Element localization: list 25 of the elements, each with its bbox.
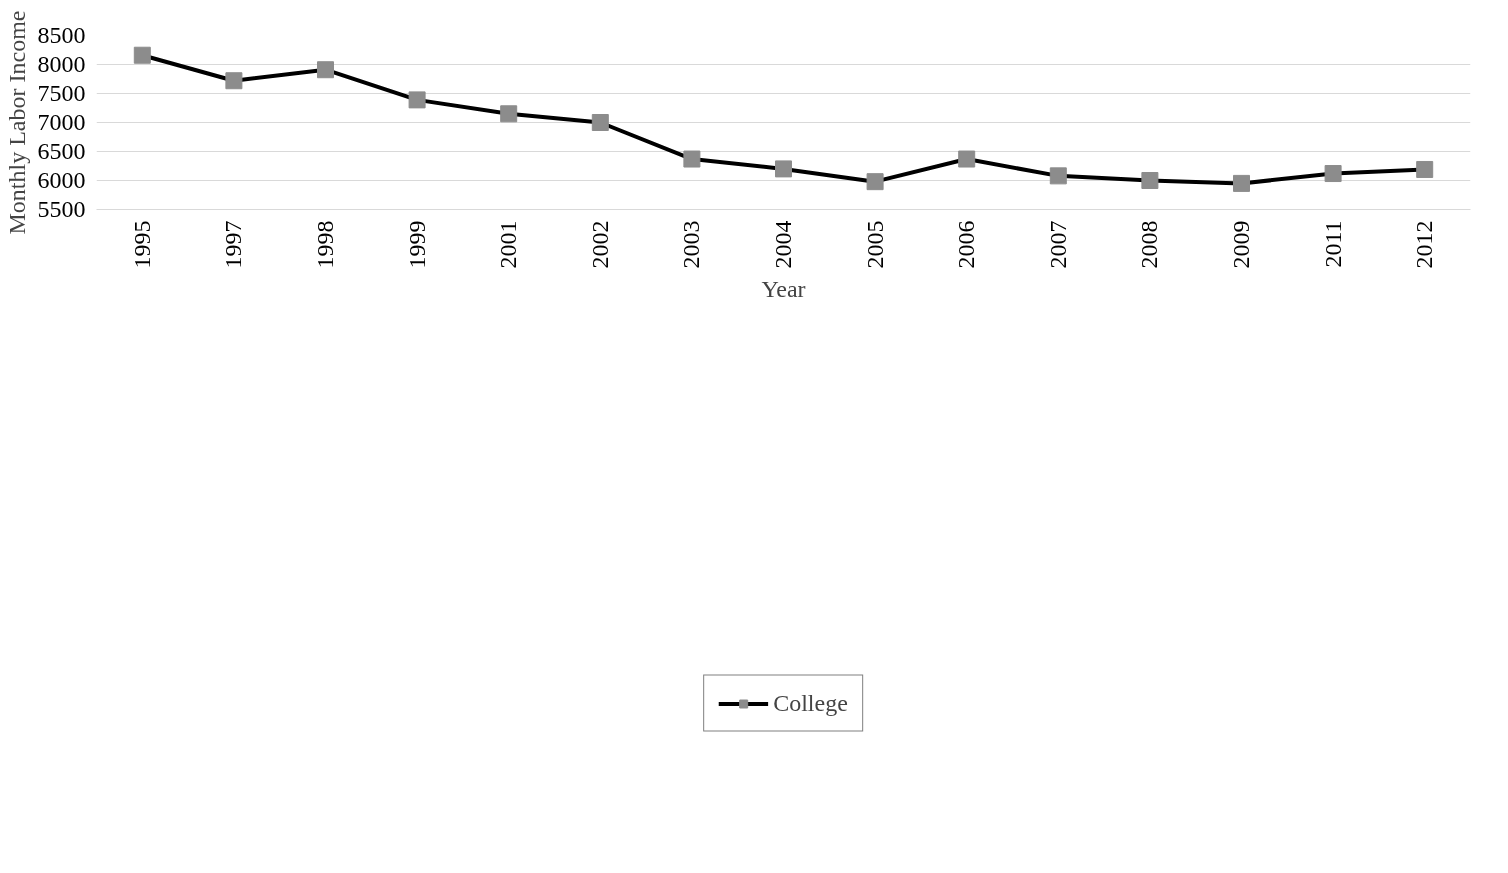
y-axis-title: Monthly Labor Income [3, 10, 30, 235]
x-tick-label: 1997 [220, 220, 247, 269]
x-tick-label: 2008 [1136, 220, 1163, 269]
x-tick-label: 2009 [1228, 220, 1254, 269]
y-tick-label: 6000 [37, 167, 86, 193]
legend-label: College [773, 689, 848, 717]
y-tick-label: 6500 [37, 138, 86, 164]
y-tick-label: 8000 [37, 51, 86, 77]
x-tick-label: 2001 [495, 220, 522, 269]
x-tick-label: 2005 [861, 220, 888, 269]
x-tick-label: 2004 [770, 220, 796, 269]
x-tick-label: 2011 [1319, 220, 1346, 268]
y-tick-label: 7500 [37, 80, 86, 106]
y-tick-label: 5500 [37, 196, 86, 222]
x-tick-label: 2002 [586, 220, 613, 269]
x-tick-label: 2012 [1411, 220, 1438, 269]
x-tick-label: 1999 [403, 220, 430, 269]
x-tick-label: 2003 [678, 220, 705, 269]
y-tick-label: 7000 [37, 109, 86, 135]
x-tick-label: 1995 [128, 220, 155, 269]
x-tick-label: 2007 [1044, 220, 1071, 269]
x-axis-title: Year [761, 276, 806, 303]
x-tick-label: 1998 [312, 220, 338, 269]
x-tick-label: 2006 [953, 220, 980, 269]
y-tick-label: 8500 [37, 22, 86, 48]
